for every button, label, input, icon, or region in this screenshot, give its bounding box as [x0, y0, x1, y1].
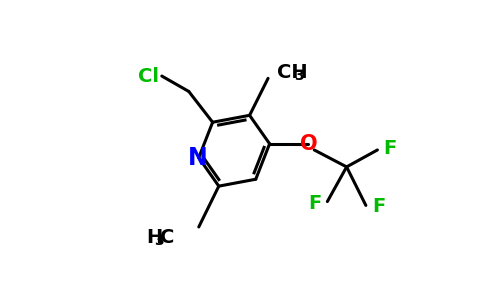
Text: F: F [308, 194, 321, 213]
Text: Cl: Cl [138, 67, 159, 85]
Text: C: C [160, 228, 175, 247]
Text: F: F [372, 197, 385, 216]
Text: F: F [383, 139, 397, 158]
Text: 3: 3 [154, 234, 164, 248]
Text: H: H [146, 228, 163, 247]
Text: CH: CH [277, 64, 308, 83]
Text: 3: 3 [294, 69, 304, 83]
Text: O: O [300, 134, 318, 154]
Text: N: N [188, 146, 208, 170]
